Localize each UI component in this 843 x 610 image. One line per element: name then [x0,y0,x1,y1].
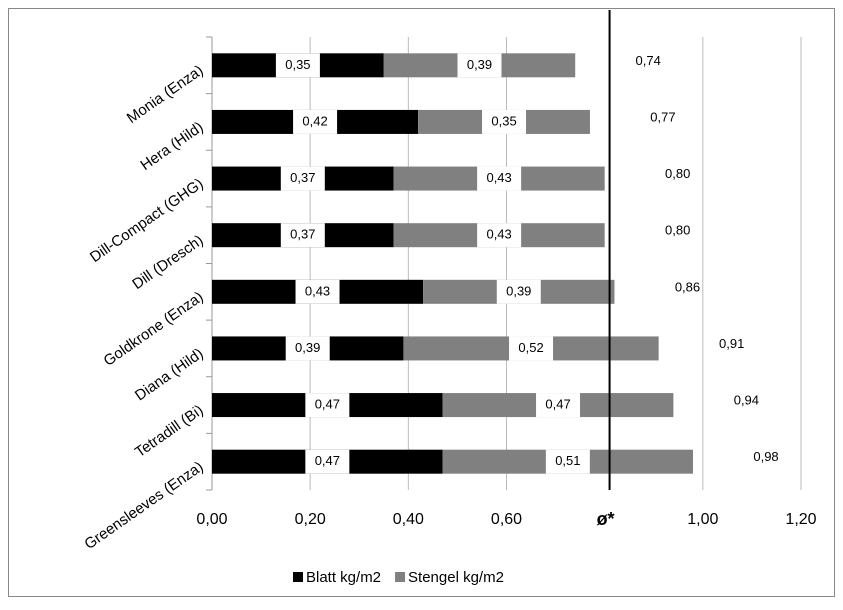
value-label-box [293,109,338,134]
value-label-box [305,393,350,418]
value-label: 0,37 [290,227,315,242]
value-label: 0,47 [315,397,340,412]
x-tick-label: 1,20 [785,511,816,528]
value-label-box [280,223,325,248]
value-label: 0,37 [290,170,315,185]
legend-label: Stengel kg/m2 [408,569,504,586]
total-label: 0,77 [650,109,675,124]
total-label: 0,91 [719,336,744,351]
value-label: 0,39 [506,283,531,298]
total-label: 0,80 [665,166,690,181]
total-label: 0,74 [636,53,661,68]
value-label: 0,39 [467,57,492,72]
reference-label: ø* [597,509,615,529]
total-label: 0,86 [675,279,700,294]
value-label-box [285,336,330,361]
value-label: 0,51 [555,453,580,468]
value-label: 0,52 [518,340,543,355]
total-label: 0,80 [665,223,690,238]
value-label: 0,43 [486,170,511,185]
value-label-box [275,53,320,78]
value-label-box [482,109,527,134]
x-tick-label: 0,40 [393,511,424,528]
value-label: 0,35 [285,57,310,72]
value-label: 0,43 [305,283,330,298]
x-tick-label: 0,20 [295,511,326,528]
total-label: 0,94 [734,393,759,408]
value-label-box [280,166,325,191]
value-label-box [496,279,541,304]
value-label-box [545,449,590,474]
value-label-box [477,166,522,191]
total-label: 0,98 [753,449,778,464]
x-tick-label: 0,60 [491,511,522,528]
value-label-box [509,336,554,361]
value-label: 0,43 [486,227,511,242]
value-label-box [295,279,340,304]
value-label: 0,47 [545,397,570,412]
legend-label: Blatt kg/m2 [306,569,381,586]
value-label: 0,42 [302,113,327,128]
x-tick-label: 0,00 [196,511,227,528]
value-label-box [305,449,350,474]
x-tick-label: 1,00 [687,511,718,528]
legend-swatch [395,572,406,582]
value-label-box [457,53,502,78]
value-label-box [477,223,522,248]
value-label: 0,35 [491,113,516,128]
legend-swatch [293,572,303,582]
value-label: 0,39 [295,340,320,355]
value-label-box [536,393,581,418]
value-label: 0,47 [315,453,340,468]
